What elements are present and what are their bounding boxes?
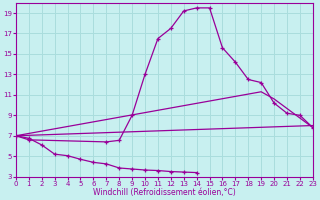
X-axis label: Windchill (Refroidissement éolien,°C): Windchill (Refroidissement éolien,°C) xyxy=(93,188,236,197)
